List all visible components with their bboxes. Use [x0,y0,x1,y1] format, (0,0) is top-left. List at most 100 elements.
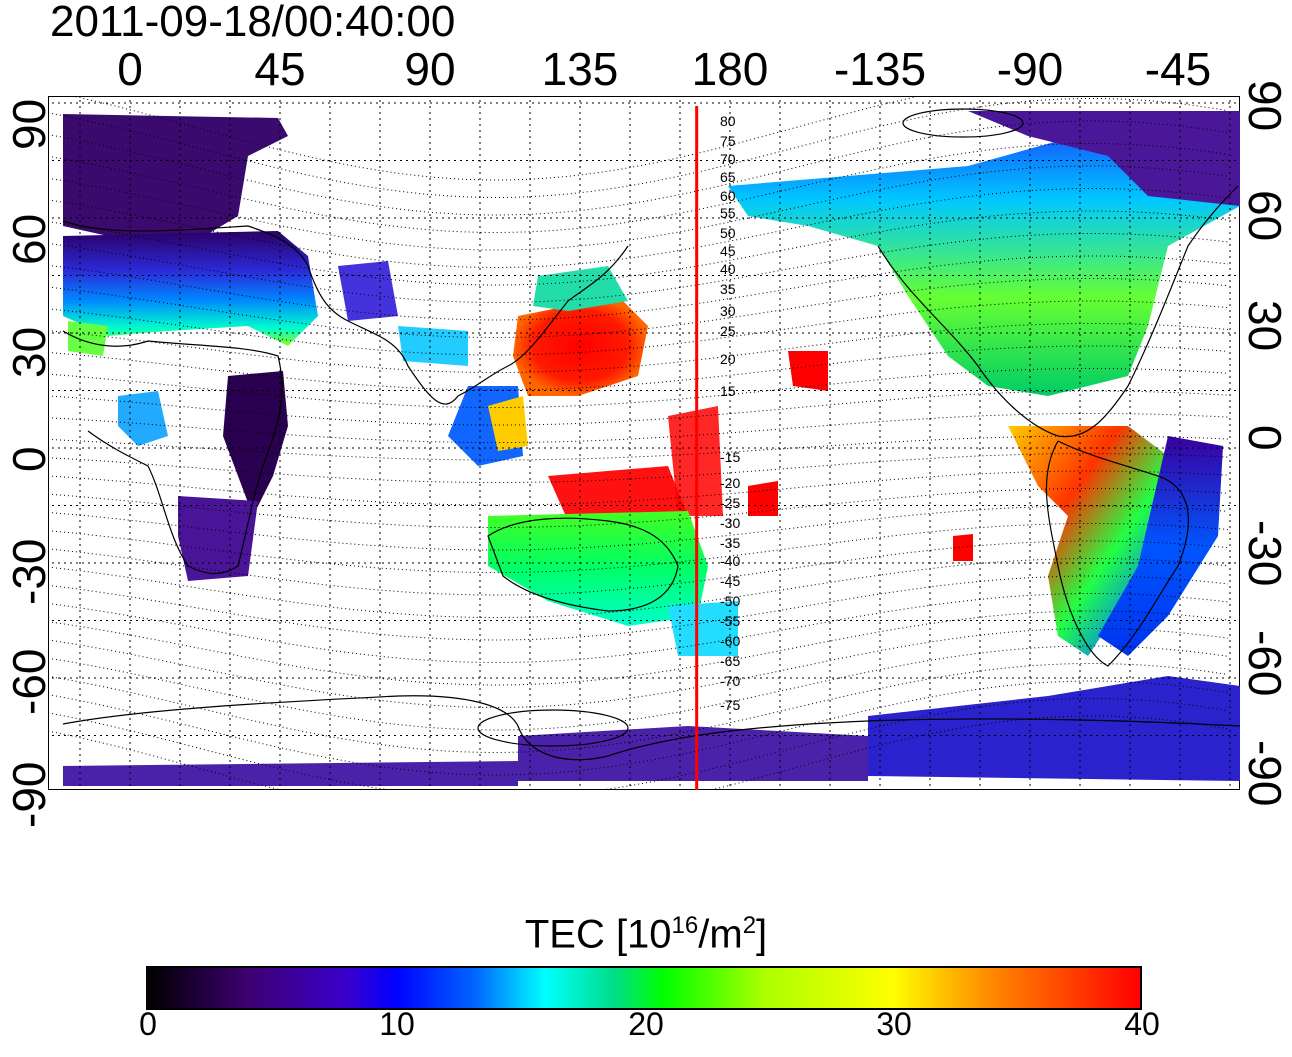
lon-tick-top: -45 [1144,43,1212,95]
coastline-eurasia-north [62,220,349,322]
contour-label: -35 [720,535,740,551]
coastline-south-asia [347,245,629,405]
magnetic-contour [51,575,1229,641]
coastline-antarctica [62,695,1240,761]
tec-region-antarctic-west [868,676,1240,781]
coastline-africa [62,330,283,575]
lat-tick-left: 0 [3,446,55,472]
magnetic-contour [51,188,1229,269]
lat-tick-right: 0 [1239,425,1291,451]
lon-tick-top: 0 [117,43,143,95]
lat-tick-right: -30 [1239,520,1291,587]
tec-region-north-america [728,116,1240,396]
contour-label: 70 [720,151,736,167]
colorbar-title: TEC [1016/m2] [0,903,1292,957]
tec-region-iberia [68,321,108,356]
tec-region-south-america [1008,426,1168,656]
tec-map: 80 75 70 65 60 55 50 45 40 35 30 25 20 15 -15 -20 -25 -30… [48,96,1240,790]
lon-tick-top: 45 [254,43,306,95]
contour-label: -50 [720,593,740,609]
contour-label: 50 [720,225,736,241]
tec-region-antarctic-south [63,761,518,786]
contour-label: -20 [720,475,740,491]
lat-tick-left: 90 [3,98,55,150]
magnetic-contour [51,453,1229,483]
tec-region-hawaii [788,351,828,391]
magnetic-contour [51,120,1229,216]
contour-label: 55 [720,205,736,221]
lat-tick-left: -90 [3,761,55,828]
lon-tick-top: 180 [691,43,769,95]
contour-label: 80 [720,113,736,129]
magnetic-contour [51,435,1229,461]
magnetic-contour [51,368,1229,408]
contour-label: 45 [720,243,736,259]
tec-region-north-china [533,266,628,311]
contour-label: -15 [720,449,740,465]
contour-label: 15 [720,383,736,399]
coastline-south-america [1045,440,1189,667]
coastline-north-america [877,185,1239,438]
lat-tick-left: -60 [3,648,55,715]
tec-region-central-asia [338,261,398,321]
contour-ellipse-north [902,108,1024,138]
colorbar-tick: 20 [628,1006,664,1042]
lat-tick-right: -90 [1239,740,1291,807]
coastline-australia [487,517,679,612]
tec-region-india [398,326,468,366]
lat-tick-right: 90 [1239,80,1291,132]
lat-tick-right: -60 [1239,630,1291,697]
magnetic-contour [51,628,1229,709]
coastlines [62,108,1240,761]
colorbar-tick: 30 [876,1006,912,1042]
contour-label: -70 [720,673,740,689]
contour-label: 75 [720,133,736,149]
lat-tick-left: -30 [3,538,55,605]
tec-region-arctic-canada [968,111,1240,206]
lon-tick-top: -135 [833,43,927,95]
tec-region-indochina [488,396,528,451]
contour-label: -65 [720,653,740,669]
contour-label: -40 [720,553,740,569]
colorbar-tick: 0 [139,1006,157,1042]
contour-ellipse-south [477,709,629,747]
magnetic-contour [51,143,1229,234]
magnetic-contour [51,680,1229,776]
contour-label: 25 [720,323,736,339]
tec-region-southeast-pacific [953,534,973,561]
tec-region-africa-east [223,371,288,516]
tec-region-west-africa [118,391,168,446]
tec-region-new-zealand [668,601,738,656]
colorbar-label-main: TEC [10 [524,912,672,957]
magnetic-contour [51,165,1229,251]
colorbar [146,966,1142,1010]
colorbar-tick: 10 [379,1006,415,1042]
tec-region-south-atlantic [1098,436,1223,656]
magnetic-contour [51,523,1229,573]
magnetic-contour [51,593,1229,664]
magnetic-contour [51,323,1229,373]
lat-tick-right: 60 [1239,190,1291,242]
contour-label: 20 [720,351,736,367]
magnetic-contour [51,390,1229,426]
magnetic-latitude-contours [51,96,1229,790]
lat-tick-left: 60 [3,213,55,265]
contour-label: -30 [720,515,740,531]
tec-region-southern-africa [178,496,258,581]
magnetic-contour [51,413,1229,443]
magnetic-contour [51,715,1229,790]
colorbar-label-end: ] [756,912,768,957]
tec-region-north-eurasia [63,114,288,246]
contour-label: 35 [720,281,736,297]
contour-label: -60 [720,633,740,649]
colorbar-label-unit-exponent: 2 [742,912,757,939]
magnetic-contour [51,255,1229,321]
colorbar-label-exponent: 16 [671,912,699,939]
page-title: 2011-09-18/00:40:00 [50,0,456,46]
lat-tick-left: 30 [3,326,55,378]
tec-region-pacific-east [748,481,778,516]
contour-label: -45 [720,573,740,589]
lon-tick-top: 90 [404,43,456,95]
